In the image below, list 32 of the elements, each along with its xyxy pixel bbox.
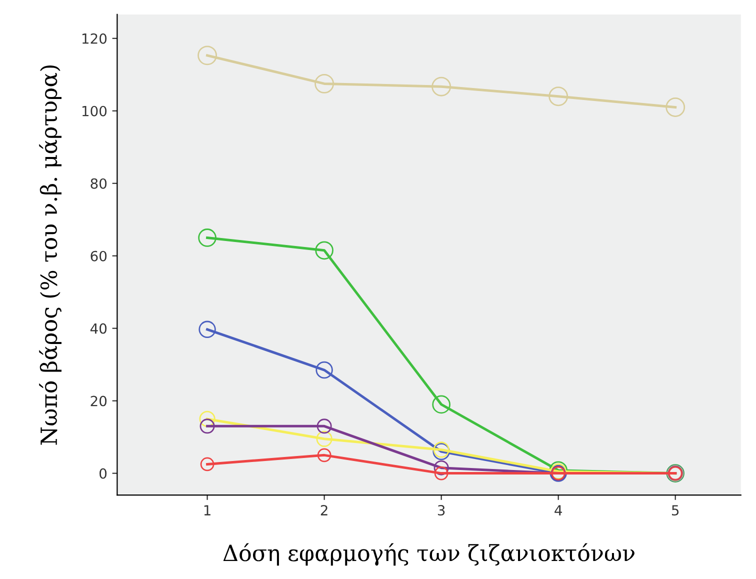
x-tick-label: 5 [672, 505, 679, 516]
point [200, 418, 215, 434]
point [316, 430, 332, 447]
point [432, 76, 452, 96]
point [666, 98, 686, 117]
point [434, 460, 449, 476]
point [317, 448, 332, 462]
x-tick-label: 3 [438, 505, 445, 516]
point [200, 457, 214, 472]
point [434, 466, 448, 480]
point [316, 418, 332, 434]
y-tick-label: 40 [90, 323, 107, 334]
point [198, 320, 216, 338]
point [548, 86, 568, 106]
point [198, 46, 218, 66]
y-axis-title: Νωπό βάρος (% του ν.β. μάρτυρα) [39, 65, 62, 445]
point [199, 410, 216, 427]
point [316, 361, 333, 379]
y-tick-label: 60 [90, 250, 107, 262]
y-tick-label: 80 [90, 178, 107, 189]
point [315, 241, 334, 260]
y-tick-label: 20 [90, 396, 107, 406]
point [198, 228, 216, 247]
x-tick-label: 4 [554, 505, 562, 516]
x-axis-title: Δόση εφαρμογής των ζιζανιοκτόνων [223, 543, 634, 566]
point [314, 74, 334, 94]
y-tick-label: 100 [82, 106, 107, 116]
y-tick-label: 120 [82, 33, 107, 44]
point [432, 395, 450, 414]
x-tick-label: 1 [204, 505, 210, 516]
y-tick-label: 0 [100, 468, 107, 479]
x-tick-label: 2 [320, 505, 328, 516]
